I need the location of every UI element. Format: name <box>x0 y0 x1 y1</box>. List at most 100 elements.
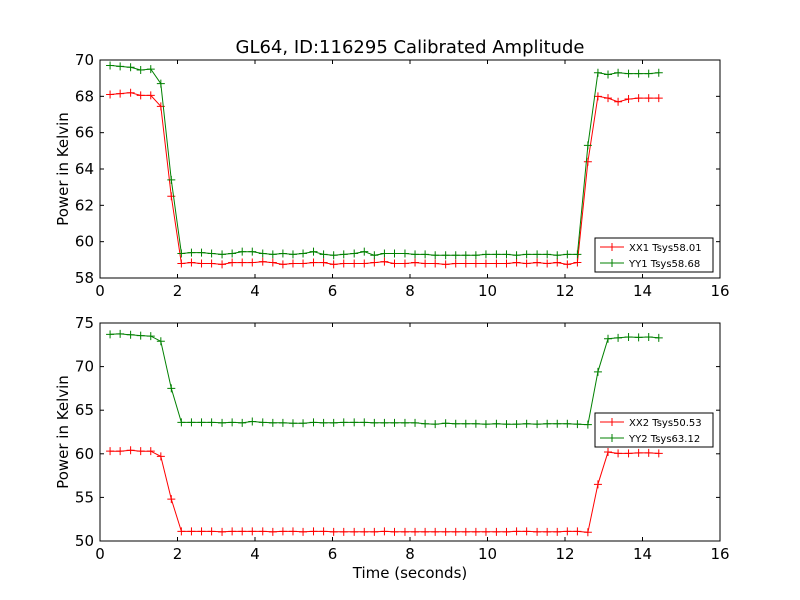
data-point-marker <box>370 527 379 536</box>
data-point-marker <box>136 65 145 74</box>
data-point-marker <box>593 68 602 77</box>
x-tick-label: 4 <box>250 282 260 300</box>
data-point-marker <box>431 527 440 536</box>
x-tick-label: 16 <box>710 282 729 300</box>
data-point-marker <box>411 418 420 427</box>
data-point-marker <box>634 333 643 342</box>
x-tick-label: 12 <box>555 282 574 300</box>
legend-swatch-marker <box>608 259 616 267</box>
data-point-marker <box>197 418 206 427</box>
data-point-marker <box>614 97 623 106</box>
data-point-marker <box>573 258 582 267</box>
data-point-marker <box>288 259 297 268</box>
data-point-marker <box>177 259 186 268</box>
data-point-marker <box>268 258 277 267</box>
data-point-marker <box>573 420 582 429</box>
data-point-marker <box>339 250 348 259</box>
lower-plot-panel: 0 2 4 6 8 10 12 14 16 50 55 60 65 70 75 Power in Kelvin… <box>54 314 730 563</box>
data-point-marker <box>248 527 257 536</box>
data-point-marker <box>126 330 135 339</box>
data-point-marker <box>370 418 379 427</box>
data-point-marker <box>390 418 399 427</box>
data-point-marker <box>400 259 409 268</box>
y-tick-label: 70 <box>75 51 94 69</box>
data-point-marker <box>492 527 501 536</box>
data-point-marker <box>451 259 460 268</box>
data-point-marker <box>563 260 572 269</box>
y-tick-label: 62 <box>75 196 94 214</box>
data-point-marker <box>319 250 328 259</box>
data-point-marker <box>481 527 490 536</box>
data-point-marker <box>512 420 521 429</box>
data-point-marker <box>522 419 531 428</box>
data-point-marker <box>228 527 237 536</box>
data-point-marker <box>512 527 521 536</box>
data-point-marker <box>268 527 277 536</box>
data-point-marker <box>563 250 572 259</box>
data-point-marker <box>533 527 542 536</box>
data-point-marker <box>421 527 430 536</box>
data-point-marker <box>309 418 318 427</box>
legend-swatch-marker <box>608 418 616 426</box>
data-point-marker <box>106 61 115 70</box>
x-tick-label: 6 <box>328 282 338 300</box>
data-point-marker <box>218 260 227 269</box>
data-point-marker <box>431 251 440 260</box>
data-point-marker <box>126 88 135 97</box>
data-point-marker <box>299 527 308 536</box>
data-point-marker <box>339 418 348 427</box>
data-point-marker <box>492 259 501 268</box>
data-point-marker <box>350 249 359 258</box>
data-point-marker <box>533 250 542 259</box>
data-point-marker <box>258 527 267 536</box>
data-point-marker <box>288 250 297 259</box>
data-point-marker <box>207 418 216 427</box>
data-point-marker <box>197 527 206 536</box>
y-tick-label: 70 <box>75 358 94 376</box>
data-point-marker <box>431 259 440 268</box>
x-tick-label: 2 <box>173 282 183 300</box>
data-point-marker <box>634 69 643 78</box>
legend-label: YY1 Tsys58.68 <box>628 259 700 270</box>
x-tick-label: 14 <box>633 545 652 563</box>
data-point-marker <box>167 384 176 393</box>
data-point-marker <box>451 419 460 428</box>
data-point-marker <box>329 527 338 536</box>
data-point-marker <box>593 480 602 489</box>
data-point-marker <box>380 249 389 258</box>
data-point-marker <box>360 527 369 536</box>
data-point-marker <box>533 420 542 429</box>
data-point-marker <box>593 92 602 101</box>
data-point-marker <box>187 418 196 427</box>
data-point-marker <box>288 527 297 536</box>
data-point-marker <box>146 447 155 456</box>
data-point-marker <box>309 258 318 267</box>
series-line <box>110 333 659 426</box>
data-point-marker <box>421 250 430 259</box>
data-point-marker <box>390 259 399 268</box>
data-point-marker <box>644 448 653 457</box>
data-point-marker <box>390 527 399 536</box>
data-point-marker <box>299 419 308 428</box>
data-point-marker <box>248 247 257 256</box>
data-point-marker <box>187 258 196 267</box>
series-line <box>110 92 659 265</box>
data-point-marker <box>248 417 257 426</box>
data-point-marker <box>431 420 440 429</box>
data-point-marker <box>441 527 450 536</box>
data-point-marker <box>309 527 318 536</box>
data-point-marker <box>644 69 653 78</box>
data-point-marker <box>146 91 155 100</box>
data-point-marker <box>380 418 389 427</box>
data-point-marker <box>604 94 613 103</box>
data-point-marker <box>380 527 389 536</box>
data-point-marker <box>126 63 135 72</box>
data-point-marker <box>136 447 145 456</box>
data-point-marker <box>593 367 602 376</box>
data-point-marker <box>502 259 511 268</box>
data-point-marker <box>258 249 267 258</box>
y-axis-label: Power in Kelvin <box>54 375 72 489</box>
data-point-marker <box>502 527 511 536</box>
data-point-marker <box>553 527 562 536</box>
